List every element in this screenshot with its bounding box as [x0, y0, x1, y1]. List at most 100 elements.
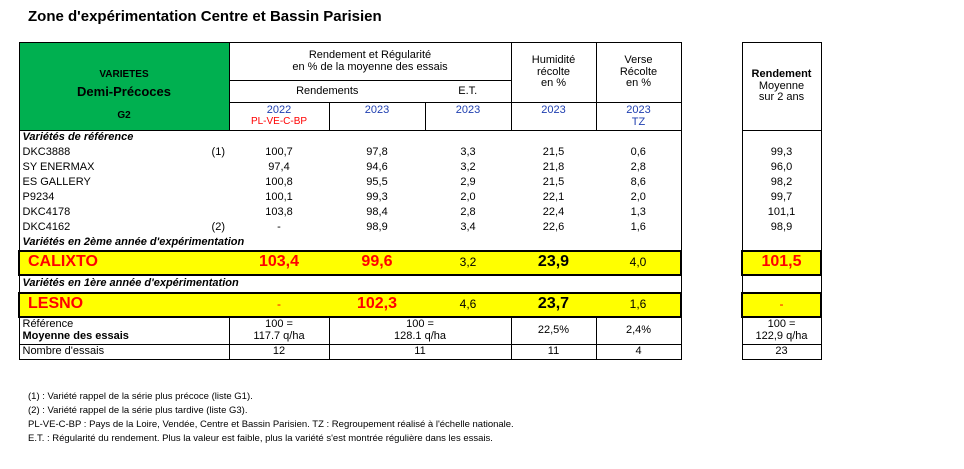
- variety-et: 2,0: [460, 191, 476, 204]
- nombre-essais-label: Nombre d'essais: [18, 344, 229, 360]
- rendement-regularite-line2: en % de la moyenne des essais: [292, 60, 448, 73]
- reference-verse: 2,4%: [596, 316, 682, 345]
- et-header: E.T.: [425, 80, 512, 103]
- variety-name-cell: DKC4178: [18, 205, 229, 221]
- results-table: VARIETES Rendement et Régularité en % de…: [18, 42, 682, 360]
- page-title: Zone d'expérimentation Centre et Bassin …: [28, 8, 382, 25]
- reference-2022: 100 = 117.7 q/ha: [228, 316, 329, 345]
- year-2023-et-header: 2023: [424, 102, 512, 131]
- moyenne-header-line3: sur 2 ans: [758, 91, 805, 104]
- moyenne-spacer: [741, 130, 822, 146]
- variety-note: (2): [211, 221, 225, 234]
- variety-moyenne: 96,0: [741, 160, 822, 176]
- variety-humidite: 22,6: [542, 221, 565, 234]
- variety-verse: 1,6: [596, 220, 682, 236]
- demi-precoces-header: Demi-Précoces: [18, 80, 229, 103]
- reference-2022-line1: 100 =: [265, 318, 293, 331]
- variety-et: 3,4: [460, 221, 476, 234]
- varietes-header: VARIETES: [18, 42, 229, 81]
- section-reference: Variétés de référence: [18, 130, 682, 146]
- tz-label: TZ: [631, 115, 646, 128]
- variety-verse: 2,8: [596, 160, 682, 176]
- footnotes: (1) : Variété rappel de la série plus pr…: [28, 390, 514, 446]
- variety-note: (1): [211, 146, 225, 159]
- variety-2023: 97,8: [366, 146, 388, 159]
- lesno-row: LESNO - 102,3 4,6 23,7 1,6: [18, 291, 682, 318]
- variety-2022: 100,1: [265, 191, 293, 204]
- lesno-humidite: 23,7: [511, 291, 596, 318]
- lesno-2023: 102,3: [329, 291, 425, 318]
- calixto-verse: 4,0: [596, 249, 682, 276]
- section-1ere-annee: Variétés en 1ère année d'expérimentation: [18, 274, 682, 293]
- section-2eme-annee: Variétés en 2ème année d'expérimentation: [18, 235, 682, 251]
- variety-2023: 98,9: [366, 221, 388, 234]
- moyenne-header-line2: Moyenne: [758, 79, 805, 92]
- variety-name: SY ENERMAX: [22, 161, 95, 174]
- reference-label-line2: Moyenne des essais: [22, 329, 129, 342]
- rendements-header: Rendements: [228, 80, 425, 103]
- lesno-2022: -: [229, 291, 329, 318]
- year-2023-verse: 2023: [626, 103, 651, 116]
- variety-humidite: 21,8: [542, 161, 565, 174]
- variety-2022: 100,7: [265, 146, 293, 159]
- variety-name-cell: DKC4162 (2): [18, 220, 229, 236]
- moyenne-header-line1: Rendement: [751, 68, 812, 81]
- reference-moyenne-line1: 100 =: [767, 318, 796, 331]
- nombre-verse: 4: [596, 344, 682, 360]
- variety-name-cell: SY ENERMAX: [18, 160, 229, 176]
- variety-verse: 8,6: [596, 175, 682, 191]
- calixto-moyenne: 101,5: [741, 249, 822, 276]
- variety-name-cell: P9234: [18, 190, 229, 206]
- nombre-essais-row: Nombre d'essais 12 11 11 4: [18, 344, 682, 360]
- reference-moyenne-line2: 122,9 q/ha: [755, 329, 808, 342]
- reference-moyenne: 100 = 122,9 q/ha: [741, 316, 822, 345]
- reference-variety-row: SY ENERMAX 97,4 94,6 3,2 21,8 2,8: [18, 160, 682, 176]
- calixto-humidite: 23,9: [511, 249, 596, 276]
- reference-label: Référence Moyenne des essais: [18, 316, 229, 345]
- variety-name: P9234: [22, 191, 55, 204]
- variety-name-cell: ES GALLERY: [18, 175, 229, 191]
- lesno-name: LESNO: [18, 291, 229, 318]
- verse-line3: en %: [625, 77, 652, 90]
- humidite-line3: en %: [540, 77, 567, 90]
- variety-humidite: 21,5: [542, 176, 565, 189]
- lesno-verse: 1,6: [596, 291, 682, 318]
- calixto-row: CALIXTO 103,4 99,6 3,2 23,9 4,0: [18, 249, 682, 276]
- variety-name: ES GALLERY: [22, 176, 91, 189]
- variety-moyenne: 99,3: [741, 145, 822, 161]
- variety-2023: 94,6: [366, 161, 388, 174]
- variety-2023: 99,3: [366, 191, 388, 204]
- variety-moyenne: 99,7: [741, 190, 822, 206]
- variety-moyenne: 98,2: [741, 175, 822, 191]
- variety-name: DKC4178: [22, 206, 71, 219]
- footnote: (1) : Variété rappel de la série plus pr…: [28, 391, 253, 402]
- variety-et: 2,9: [460, 176, 476, 189]
- verse-line2: Récolte: [619, 65, 658, 78]
- nombre-humidite: 11: [511, 344, 597, 360]
- variety-verse: 0,6: [596, 145, 682, 161]
- reference-variety-row: ES GALLERY 100,8 95,5 2,9 21,5 8,6: [18, 175, 682, 191]
- variety-2022: 103,8: [265, 206, 293, 219]
- nombre-moyenne: 23: [741, 344, 822, 360]
- reference-2022-line2: 117.7 q/ha: [253, 329, 305, 342]
- variety-2022: -: [277, 221, 281, 234]
- moyenne-spacer: [741, 235, 822, 251]
- variety-name: DKC4162: [22, 221, 71, 234]
- reference-variety-row: DKC3888 (1) 100,7 97,8 3,3 21,5 0,6: [18, 145, 682, 161]
- year-2022-header: 2022 PL-VE-C-BP: [228, 102, 329, 131]
- region-2022: PL-VE-C-BP: [250, 116, 308, 128]
- footnote: E.T. : Régularité du rendement. Plus la …: [28, 433, 493, 444]
- variety-name-cell: DKC3888 (1): [18, 145, 229, 161]
- variety-et: 3,2: [460, 161, 476, 174]
- nombre-2023: 11: [328, 344, 512, 360]
- variety-moyenne: 101,1: [741, 205, 822, 221]
- calixto-2022: 103,4: [229, 249, 329, 276]
- reference-2023-line1: 100 =: [406, 318, 434, 331]
- reference-2023: 100 = 128.1 q/ha: [328, 316, 512, 345]
- reference-humidite: 22,5%: [511, 316, 597, 345]
- year-2023-hum-header: 2023: [511, 102, 597, 131]
- variety-2023: 95,5: [366, 176, 388, 189]
- humidite-line1: Humidité: [531, 54, 576, 67]
- variety-2023: 98,4: [366, 206, 388, 219]
- year-2023-verse-header: 2023 TZ: [596, 102, 682, 131]
